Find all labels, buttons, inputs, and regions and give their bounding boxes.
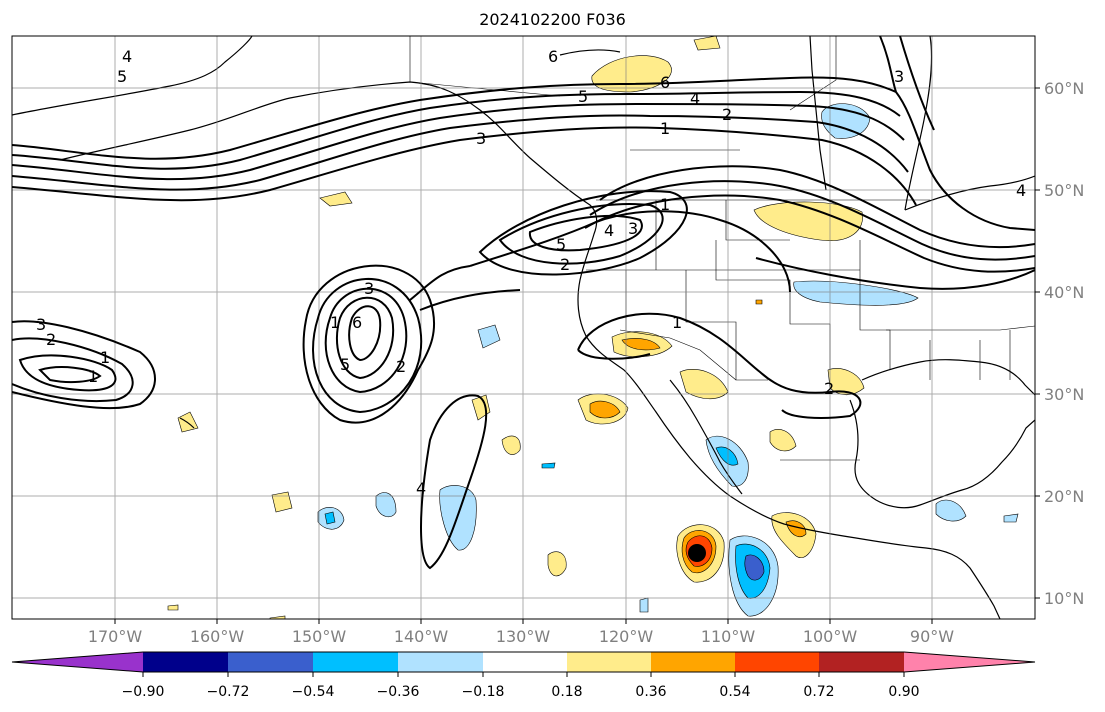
lat-label: 50°N — [1044, 181, 1084, 200]
longitude-axis: 170°W 160°W 150°W 140°W 130°W 120°W 110°… — [88, 619, 954, 646]
lon-label: 160°W — [190, 627, 245, 646]
gridlines — [12, 36, 1035, 619]
contour-label: 2 — [396, 357, 406, 376]
colorbar-tick-label: −0.54 — [292, 684, 335, 700]
contour-labels: 6 6 5 4 2 1 5 4 3 2 1 5 4 3 1 3 2 1 6 5 … — [36, 47, 1026, 498]
lat-label: 60°N — [1044, 79, 1084, 98]
contour-label: 3 — [36, 315, 46, 334]
contour-label: 5 — [117, 67, 127, 86]
contour-label: 3 — [476, 129, 486, 148]
colorbar-tick-label: −0.36 — [377, 684, 420, 700]
contour-label: 5 — [340, 355, 350, 374]
contour-label: 4 — [604, 221, 614, 240]
contour-label: 5 — [556, 235, 566, 254]
contour-label: 6 — [548, 47, 558, 66]
contour-label: 2 — [824, 379, 834, 398]
contour-label: 1 — [660, 195, 670, 214]
contour-label: 4 — [690, 89, 700, 108]
map-title: 2024102200 F036 — [479, 10, 626, 29]
contour-label: 2 — [722, 105, 732, 124]
lon-label: 100°W — [803, 627, 858, 646]
colorbar-segment — [651, 652, 735, 672]
colorbar-segment — [228, 652, 313, 672]
colorbar-segment — [819, 652, 904, 672]
contour-label: 3 — [628, 219, 638, 238]
contour-label: 1 — [88, 367, 98, 386]
contour-label: 5 — [578, 87, 588, 106]
lat-label: 10°N — [1044, 589, 1084, 608]
colorbar-segment — [904, 652, 1035, 672]
colorbar-tick-label: −0.72 — [207, 684, 250, 700]
contour-label: 2 — [46, 330, 56, 349]
lon-label: 140°W — [394, 627, 449, 646]
lon-label: 150°W — [292, 627, 347, 646]
colorbar-tick-label: 0.54 — [719, 684, 750, 700]
colorbar-segment — [12, 652, 143, 672]
coastlines — [12, 36, 1035, 619]
contour-label: 6 — [660, 73, 670, 92]
lat-label: 20°N — [1044, 487, 1084, 506]
lon-label: 110°W — [701, 627, 756, 646]
contour-label: 1 — [660, 119, 670, 138]
lon-label: 130°W — [496, 627, 551, 646]
colorbar-segment — [735, 652, 819, 672]
contour-label: 6 — [352, 313, 362, 332]
colorbar-tick-label: 0.18 — [551, 684, 582, 700]
contour-label: 2 — [560, 255, 570, 274]
contour-label: 1 — [100, 348, 110, 367]
colorbar-segment — [143, 652, 228, 672]
lon-label: 170°W — [88, 627, 143, 646]
contour-label: 3 — [364, 279, 374, 298]
contour-label: 4 — [416, 479, 426, 498]
colorbar-segment — [567, 652, 651, 672]
contour-label: 1 — [330, 313, 340, 332]
colorbar-tick-label: −0.18 — [462, 684, 505, 700]
storm-center-marker — [688, 544, 706, 562]
latitude-axis: 60°N 50°N 40°N 30°N 20°N 10°N — [1035, 79, 1084, 608]
colorbar-tick-label: 0.72 — [803, 684, 834, 700]
contour-label: 4 — [122, 47, 132, 66]
contour-label: 3 — [894, 67, 904, 86]
colorbar-segment — [398, 652, 483, 672]
lat-label: 40°N — [1044, 283, 1084, 302]
lon-label: 120°W — [599, 627, 654, 646]
colorbar-tick-label: 0.90 — [888, 684, 919, 700]
lat-label: 30°N — [1044, 385, 1084, 404]
colorbar-tick-label: 0.36 — [635, 684, 666, 700]
colorbar-segment — [483, 652, 567, 672]
colorbar: −0.90 −0.72 −0.54 −0.36 −0.18 0.18 0.36 … — [11, 651, 1036, 700]
contour-label: 1 — [672, 313, 682, 332]
contour-label: 4 — [1016, 181, 1026, 200]
contour-lines — [12, 36, 1035, 570]
lon-label: 90°W — [910, 627, 954, 646]
colorbar-segment — [313, 652, 398, 672]
colorbar-tick-label: −0.90 — [122, 684, 165, 700]
